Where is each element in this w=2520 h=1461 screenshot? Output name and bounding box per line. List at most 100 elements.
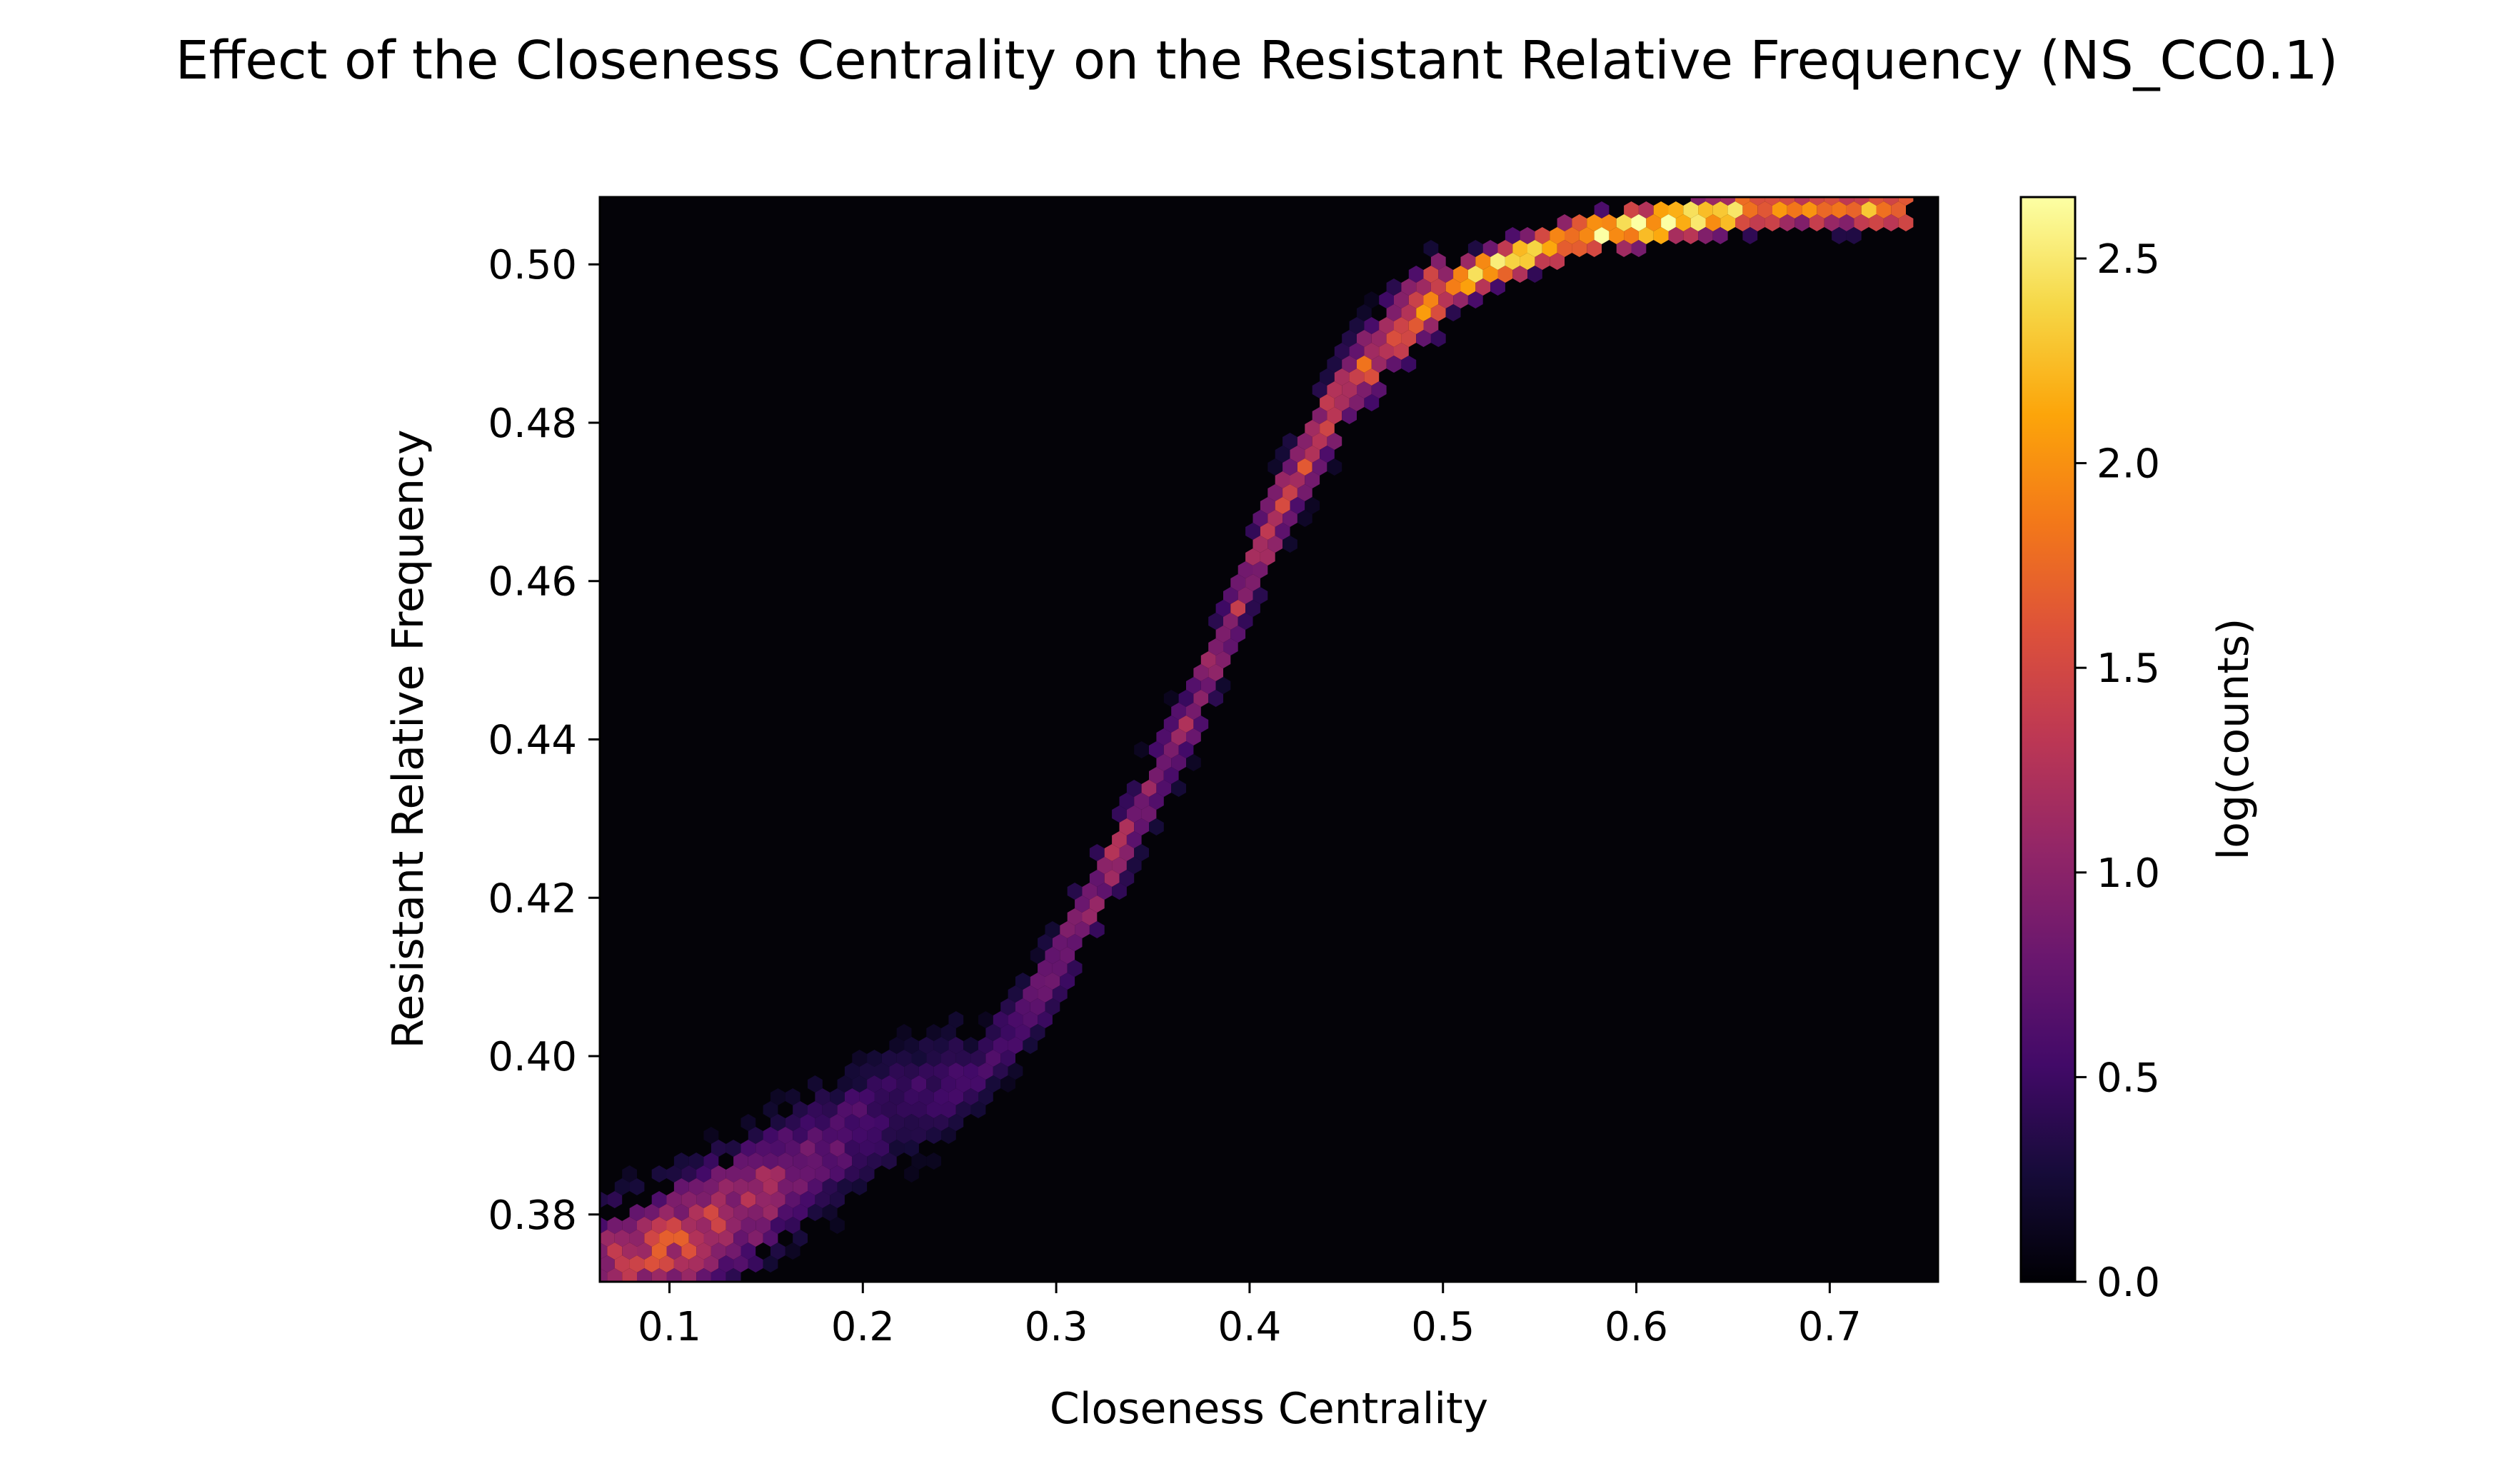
hexbin-cell — [948, 1114, 964, 1131]
hexbin-cell — [600, 1268, 608, 1282]
hexbin-cell — [1430, 330, 1446, 347]
hexbin-cell — [800, 1191, 815, 1208]
hexbin-cell — [1705, 197, 1721, 206]
hexbin-cell — [770, 1217, 785, 1234]
hexbin-cell — [1134, 818, 1149, 835]
hexbin-cell — [904, 1037, 919, 1054]
hexbin-cell — [1320, 368, 1335, 386]
hexbin-cell — [644, 1204, 660, 1221]
colorbar-tick-label: 0.0 — [2097, 1260, 2160, 1306]
hexbin-cell — [1527, 240, 1542, 257]
hexbin-cell — [1045, 921, 1060, 938]
hexbin-cell — [1653, 201, 1669, 219]
hexbin-cell — [1082, 883, 1098, 900]
hexbin-cell — [1119, 818, 1135, 835]
hexbin-cell — [1512, 240, 1527, 257]
hexbin-cell — [926, 1024, 941, 1041]
hexbin-cell — [993, 1037, 1008, 1054]
hexbin-cell — [889, 1114, 905, 1131]
hexbin-cell — [970, 1050, 986, 1067]
hexbin-cell — [636, 1281, 638, 1282]
hexbin-cell — [1854, 214, 1869, 231]
hexbin-cell — [948, 1063, 964, 1080]
hexbin-cell — [1067, 960, 1083, 977]
hexbin-cell — [711, 1242, 726, 1260]
hexbin-cell — [926, 1153, 941, 1170]
hexbin-cell — [881, 1075, 897, 1093]
hexbin-cell — [681, 1217, 697, 1234]
hexbin-cell — [1408, 291, 1424, 308]
hexbin-cell — [614, 1178, 630, 1195]
hexbin-cell — [651, 1217, 667, 1234]
hexbin-cell — [1520, 227, 1535, 244]
hexbin-cell — [1067, 934, 1083, 951]
hexbin-cell — [724, 1281, 728, 1282]
hexbin-cell — [1267, 510, 1283, 527]
hexbin-cell — [770, 1191, 785, 1208]
hexbin-cell — [918, 1037, 934, 1054]
hexbin-cell — [867, 1153, 882, 1170]
hexbin-cell — [800, 1140, 815, 1157]
hexbin-cell — [1163, 716, 1179, 733]
hexbin-cell — [703, 1127, 719, 1144]
hexbin-cell — [1015, 998, 1030, 1015]
hexbin-cell — [1401, 330, 1417, 347]
hexbin-cell — [1156, 754, 1172, 771]
hexbin-cell — [1245, 574, 1260, 591]
hexbin-cell — [1430, 304, 1446, 321]
hexbin-cell — [1661, 214, 1676, 231]
hexbin-cell — [800, 1114, 815, 1131]
hexbin-cell — [756, 1165, 770, 1183]
hexbin-cell — [904, 1165, 919, 1183]
hexbin-cell — [963, 1063, 978, 1080]
hexbin-cell — [1230, 574, 1246, 591]
hexbin-cell — [844, 1165, 860, 1183]
hexbin-cell — [688, 1230, 704, 1247]
hexbin-cell — [1557, 214, 1572, 231]
hexbin-cell — [778, 1178, 793, 1195]
hexbin-cell — [1653, 227, 1669, 244]
hexbin-cell — [756, 1140, 770, 1157]
hexbin-cell — [1089, 870, 1105, 887]
hexbin-cell — [800, 1165, 815, 1183]
hexbin-cell — [852, 1153, 868, 1170]
hexbin-cell — [1186, 728, 1201, 745]
hexbin-cell — [748, 1204, 763, 1221]
hexbin-cell — [1030, 973, 1045, 990]
hexbin-cell — [1193, 690, 1209, 707]
hexbin-cell — [844, 1140, 860, 1157]
hexbin-cell — [600, 1242, 608, 1260]
hexbin-cell — [1727, 201, 1743, 219]
hexbin-cell — [793, 1153, 808, 1170]
hexbin-cell — [1305, 497, 1320, 514]
hexbin-cell — [1223, 587, 1238, 604]
hexbin-cell — [726, 1191, 741, 1208]
hexbin-cell — [911, 1127, 927, 1144]
hexbin-cell — [1550, 227, 1565, 244]
hexbin-cell — [1008, 1037, 1023, 1054]
colorbar — [2019, 196, 2077, 1283]
hexbin-cell — [607, 1217, 623, 1234]
hexbin-cell — [651, 1191, 667, 1208]
hexbin-cell — [1089, 895, 1105, 913]
hexbin-cell — [1156, 780, 1172, 797]
hexbin-cell — [867, 1127, 882, 1144]
hexbin-cell — [1119, 793, 1135, 810]
hexbin-cell — [637, 1217, 652, 1234]
x-tick-label: 0.3 — [1025, 1304, 1088, 1350]
hexbin-cell — [1668, 227, 1684, 244]
hexbin-cell — [1215, 651, 1231, 668]
hexbin-cell — [1245, 548, 1260, 566]
hexbin-cell — [1386, 278, 1402, 296]
hexbin-cell — [822, 1178, 838, 1195]
hexbin-cell — [1112, 831, 1127, 848]
hexbin-cell — [1327, 458, 1342, 476]
hexbin-cell — [629, 1230, 645, 1247]
hexbin-cell — [1520, 253, 1535, 270]
hexbin-cell — [666, 1268, 682, 1282]
hexbin-cell — [911, 1075, 927, 1093]
hexbin-cell — [881, 1153, 897, 1170]
hexbin-cell — [1327, 356, 1342, 373]
hexbin-cell — [673, 1230, 689, 1247]
hexbin-cell — [1638, 201, 1654, 219]
